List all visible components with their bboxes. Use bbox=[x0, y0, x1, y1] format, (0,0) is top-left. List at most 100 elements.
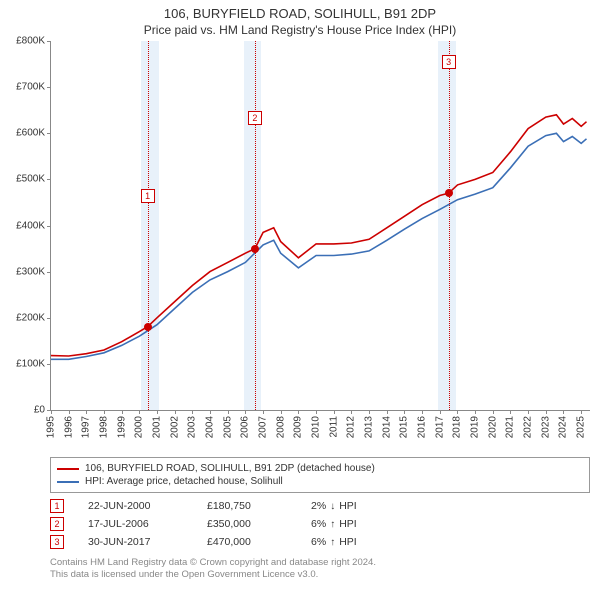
event-date: 30-JUN-2017 bbox=[88, 536, 183, 548]
y-tick bbox=[47, 272, 51, 273]
marker-dot bbox=[144, 323, 152, 331]
legend-label: HPI: Average price, detached house, Soli… bbox=[85, 476, 283, 487]
x-tick bbox=[457, 410, 458, 414]
x-tick bbox=[334, 410, 335, 414]
marker-vline bbox=[148, 41, 149, 410]
x-axis-label: 1998 bbox=[99, 416, 110, 438]
series-line bbox=[51, 115, 587, 356]
x-tick bbox=[104, 410, 105, 414]
x-tick bbox=[493, 410, 494, 414]
x-tick bbox=[546, 410, 547, 414]
legend-item: 106, BURYFIELD ROAD, SOLIHULL, B91 2DP (… bbox=[57, 462, 583, 475]
x-tick bbox=[192, 410, 193, 414]
series-line bbox=[51, 133, 587, 359]
x-tick bbox=[563, 410, 564, 414]
x-tick bbox=[510, 410, 511, 414]
event-price: £180,750 bbox=[207, 500, 287, 512]
x-axis-label: 2012 bbox=[346, 416, 357, 438]
y-tick bbox=[47, 87, 51, 88]
x-tick bbox=[175, 410, 176, 414]
x-tick bbox=[369, 410, 370, 414]
y-tick bbox=[47, 318, 51, 319]
x-axis-label: 2003 bbox=[187, 416, 198, 438]
x-tick bbox=[316, 410, 317, 414]
y-tick bbox=[47, 364, 51, 365]
marker-dot bbox=[251, 245, 259, 253]
x-axis-label: 2015 bbox=[399, 416, 410, 438]
x-axis-label: 2017 bbox=[434, 416, 445, 438]
event-price: £470,000 bbox=[207, 536, 287, 548]
x-axis-label: 2022 bbox=[523, 416, 534, 438]
y-axis-label: £100K bbox=[16, 358, 45, 369]
marker-label: 1 bbox=[141, 189, 155, 203]
x-axis-label: 2014 bbox=[381, 416, 392, 438]
x-axis-label: 2002 bbox=[169, 416, 180, 438]
x-axis-label: 2016 bbox=[417, 416, 428, 438]
x-tick bbox=[404, 410, 405, 414]
x-tick bbox=[139, 410, 140, 414]
y-tick bbox=[47, 133, 51, 134]
y-axis-label: £800K bbox=[16, 36, 45, 47]
x-tick bbox=[228, 410, 229, 414]
x-tick bbox=[157, 410, 158, 414]
x-tick bbox=[440, 410, 441, 414]
y-axis-label: £500K bbox=[16, 174, 45, 185]
x-tick bbox=[210, 410, 211, 414]
y-axis-label: £200K bbox=[16, 312, 45, 323]
x-axis-label: 2021 bbox=[505, 416, 516, 438]
x-tick bbox=[298, 410, 299, 414]
footer-line-1: Contains HM Land Registry data © Crown c… bbox=[50, 557, 590, 569]
x-axis-label: 2010 bbox=[311, 416, 322, 438]
x-tick bbox=[122, 410, 123, 414]
x-axis-label: 2013 bbox=[364, 416, 375, 438]
x-tick bbox=[86, 410, 87, 414]
event-hpi-pct: 2% bbox=[311, 500, 326, 512]
x-axis-label: 2025 bbox=[576, 416, 587, 438]
y-axis-label: £700K bbox=[16, 82, 45, 93]
event-date: 17-JUL-2006 bbox=[88, 518, 183, 530]
y-tick bbox=[47, 179, 51, 180]
event-hpi-label: HPI bbox=[339, 500, 357, 512]
chart-subtitle: Price paid vs. HM Land Registry's House … bbox=[0, 21, 600, 41]
marker-label: 3 bbox=[442, 55, 456, 69]
event-marker: 3 bbox=[50, 535, 64, 549]
event-hpi-pct: 6% bbox=[311, 536, 326, 548]
chart-plot-area: £0£100K£200K£300K£400K£500K£600K£700K£80… bbox=[50, 41, 590, 411]
x-tick bbox=[263, 410, 264, 414]
x-axis-label: 2024 bbox=[558, 416, 569, 438]
x-axis-label: 2007 bbox=[258, 416, 269, 438]
y-axis-label: £600K bbox=[16, 128, 45, 139]
y-axis-label: £300K bbox=[16, 266, 45, 277]
x-axis-label: 2023 bbox=[540, 416, 551, 438]
marker-dot bbox=[445, 189, 453, 197]
legend-label: 106, BURYFIELD ROAD, SOLIHULL, B91 2DP (… bbox=[85, 463, 375, 474]
x-axis-label: 2009 bbox=[293, 416, 304, 438]
x-axis-label: 2019 bbox=[470, 416, 481, 438]
x-axis-label: 2008 bbox=[275, 416, 286, 438]
legend-swatch bbox=[57, 468, 79, 470]
event-list: 122-JUN-2000£180,7502%↓HPI217-JUL-2006£3… bbox=[0, 499, 600, 549]
marker-vline bbox=[255, 41, 256, 410]
x-axis-label: 1995 bbox=[46, 416, 57, 438]
event-row: 2 17-JUL-2006 £350,000 6%↑HPI bbox=[50, 517, 590, 531]
x-axis-label: 2001 bbox=[152, 416, 163, 438]
chart-container: { "title": "106, BURYFIELD ROAD, SOLIHUL… bbox=[0, 0, 600, 590]
x-tick bbox=[51, 410, 52, 414]
x-tick bbox=[351, 410, 352, 414]
y-axis-label: £400K bbox=[16, 220, 45, 231]
x-tick bbox=[245, 410, 246, 414]
x-tick bbox=[528, 410, 529, 414]
plot-frame: £0£100K£200K£300K£400K£500K£600K£700K£80… bbox=[50, 41, 590, 411]
x-axis-label: 2005 bbox=[222, 416, 233, 438]
event-marker: 2 bbox=[50, 517, 64, 531]
chart-title: 106, BURYFIELD ROAD, SOLIHULL, B91 2DP bbox=[0, 0, 600, 21]
marker-label: 2 bbox=[248, 111, 262, 125]
footer-attribution: Contains HM Land Registry data © Crown c… bbox=[50, 557, 590, 582]
line-layer bbox=[51, 41, 590, 410]
event-price: £350,000 bbox=[207, 518, 287, 530]
x-axis-label: 2018 bbox=[452, 416, 463, 438]
legend-item: HPI: Average price, detached house, Soli… bbox=[57, 475, 583, 488]
event-hpi: 6%↑HPI bbox=[311, 518, 391, 530]
x-axis-label: 2011 bbox=[328, 416, 339, 438]
arrow-up-icon: ↑ bbox=[330, 537, 335, 548]
